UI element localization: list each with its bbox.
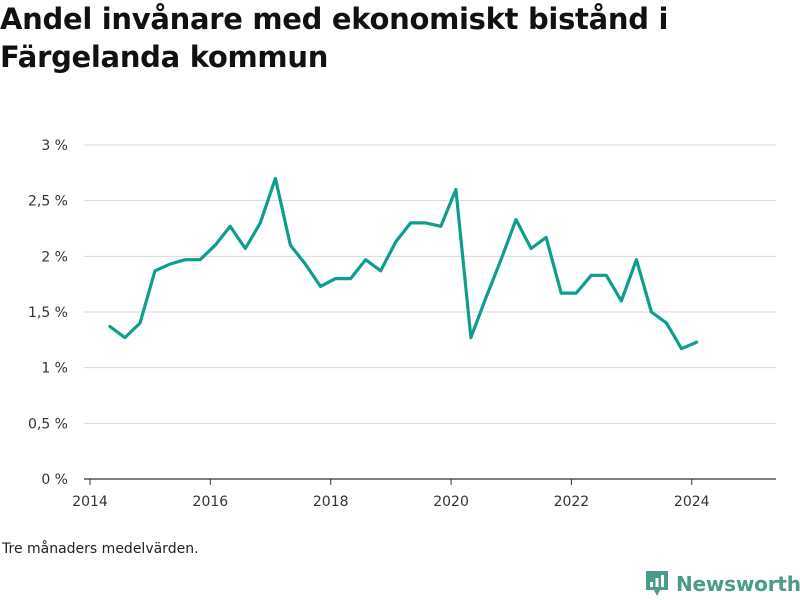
x-tick-label: 2024 [674,494,710,510]
x-axis [84,478,776,485]
x-tick-labels: 2014 2016 2018 2020 2022 2024 [72,494,709,510]
brand-logo[interactable]: Newsworthy [644,569,800,599]
x-tick-label: 2022 [554,494,590,510]
y-gridlines [84,144,776,424]
x-tick-label: 2016 [193,494,229,510]
series-line [108,176,699,351]
bar-chart-logo-icon [646,571,668,596]
y-tick-labels: 0 % 0,5 % 1 % 1,5 % 2 % 2,5 % 3 % [28,138,68,488]
footnote: Tre månaders medelvärden. [2,541,199,557]
y-tick-label: 2 % [41,249,68,265]
brand-name: Newsworthy [676,572,800,596]
y-tick-label: 0,5 % [28,416,68,432]
y-tick-label: 3 % [41,138,68,154]
x-tick-label: 2018 [313,494,349,510]
chart-title: Andel invånare med ekonomiskt bistånd i … [0,2,669,74]
y-tick-label: 1 % [41,361,68,377]
y-tick-label: 2,5 % [28,194,68,210]
x-tick-label: 2020 [433,494,469,510]
x-tick-label: 2014 [72,494,108,510]
y-tick-label: 0 % [41,472,68,488]
y-tick-label: 1,5 % [28,305,68,321]
data-series [108,176,699,351]
